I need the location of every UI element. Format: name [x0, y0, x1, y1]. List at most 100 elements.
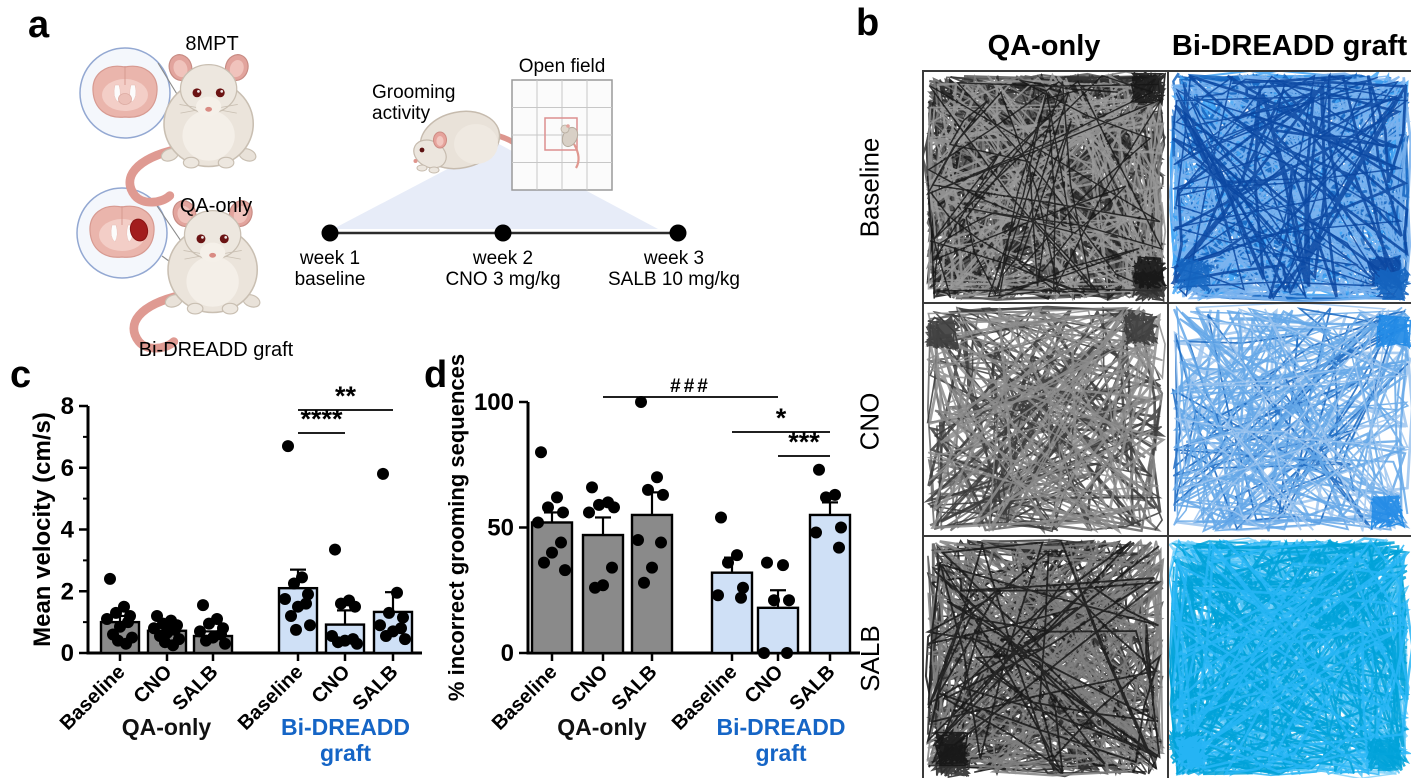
mouse-qa-illustration	[125, 54, 257, 207]
x-tick-label: CNO	[566, 661, 613, 708]
open-field-diagram	[511, 79, 613, 191]
group-label: Bi-DREADD	[281, 714, 410, 740]
panel-b-col-header-graft: Bi-DREADD graft	[1171, 29, 1408, 62]
trace-path	[927, 305, 1166, 535]
x-tick-label: SALB	[785, 661, 839, 715]
y-tick-label: 8	[61, 393, 74, 420]
data-point	[279, 592, 291, 605]
trace-corner-cluster	[1131, 256, 1167, 290]
data-point	[655, 536, 667, 549]
data-point	[114, 620, 126, 633]
significance-label: ***	[788, 427, 820, 457]
data-point	[833, 541, 845, 554]
trace-path	[1171, 309, 1408, 533]
data-point	[197, 599, 209, 612]
data-point	[288, 577, 300, 590]
data-point	[351, 637, 363, 650]
week3-label: week 3	[643, 248, 704, 269]
mouse-graft-illustration	[129, 200, 261, 353]
week1-label: week 1	[299, 248, 360, 269]
x-tick-label: SALB	[607, 661, 661, 715]
data-point	[120, 637, 132, 650]
y-axis-title: Mean velocity (cm/s)	[29, 412, 56, 647]
data-point	[559, 564, 571, 577]
x-tick-label: SALB	[348, 661, 402, 715]
data-point	[332, 636, 344, 649]
data-point	[589, 581, 601, 594]
trace-path	[1170, 538, 1411, 776]
data-point	[813, 463, 825, 476]
data-point	[835, 521, 847, 534]
data-point	[761, 556, 773, 569]
panel-b-col-header-qa: QA-only	[987, 29, 1101, 62]
x-tick-label: CNO	[741, 661, 788, 708]
y-tick-label: 100	[474, 389, 514, 416]
trace-path	[1173, 304, 1409, 532]
grooming-label-line2: activity	[372, 103, 431, 124]
y-axis-title: % incorrect grooming sequences	[444, 354, 469, 701]
data-point	[219, 637, 231, 650]
group-label: QA-only	[557, 714, 647, 740]
group-label: graft	[320, 740, 371, 766]
data-point	[377, 467, 389, 480]
data-point	[632, 534, 644, 547]
bar	[581, 533, 625, 655]
data-point	[329, 543, 341, 556]
graft-mouse-label: Bi-DREADD graft	[139, 339, 294, 361]
panel-d-letter: d	[424, 354, 448, 396]
data-point	[282, 440, 294, 453]
trace-corner-cluster	[1129, 72, 1167, 107]
trace-path	[926, 306, 1164, 533]
trace-corner-cluster	[1371, 266, 1411, 302]
data-point	[712, 589, 724, 602]
data-point	[542, 501, 554, 514]
trace-baseline-graft	[1168, 72, 1411, 302]
x-tick-label: SALB	[168, 661, 222, 715]
data-point	[285, 609, 297, 622]
data-point	[200, 634, 212, 647]
trace-corner-cluster	[1365, 736, 1402, 772]
x-tick-label: Baseline	[56, 661, 130, 735]
data-point	[583, 506, 595, 519]
data-point	[651, 471, 663, 484]
panel-b-trace-grid	[922, 70, 1411, 778]
panel-c-letter: c	[10, 354, 32, 396]
data-point	[380, 630, 392, 643]
panel-a-letter: a	[28, 4, 50, 46]
y-tick-label: 6	[61, 455, 74, 482]
significance-label: ****	[300, 404, 343, 434]
data-point	[646, 561, 658, 574]
significance-label: *	[776, 403, 787, 433]
trace-corner-cluster	[1174, 256, 1211, 292]
trace-cno-qa	[924, 304, 1167, 535]
data-point	[810, 526, 822, 539]
data-point	[167, 639, 179, 652]
data-point	[715, 511, 727, 524]
timeline-wedge	[333, 143, 658, 229]
y-tick-label: 0	[501, 640, 514, 667]
data-point	[292, 600, 304, 613]
trace-corner-cluster	[1375, 314, 1411, 350]
data-point	[203, 617, 215, 630]
panel-a-schematic: 8MPT QA-only Bi-DREADD graft Grooming ac…	[76, 33, 740, 361]
week1-treatment: baseline	[295, 269, 366, 290]
open-field-label: Open field	[519, 56, 606, 77]
mpt-label: 8MPT	[185, 33, 238, 55]
data-point	[777, 559, 789, 572]
qa-mouse-label: QA-only	[180, 195, 252, 217]
data-point	[104, 572, 116, 585]
data-point	[731, 549, 743, 562]
x-tick-label: Baseline	[488, 661, 562, 735]
data-point	[391, 586, 403, 599]
data-point	[538, 556, 550, 569]
graft-blob	[129, 218, 149, 242]
data-point	[783, 594, 795, 607]
week2-treatment: CNO 3 mg/kg	[445, 269, 560, 290]
timeline-dot-week2	[494, 224, 512, 242]
data-point	[768, 594, 780, 607]
trace-corner-cluster	[1172, 733, 1209, 772]
data-point	[781, 647, 793, 659]
significance-label: **	[335, 381, 357, 411]
significance-label: ###	[670, 376, 711, 397]
